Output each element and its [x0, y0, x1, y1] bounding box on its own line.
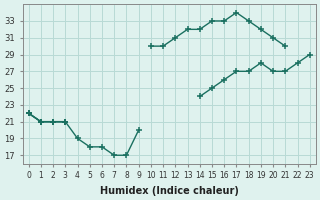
- X-axis label: Humidex (Indice chaleur): Humidex (Indice chaleur): [100, 186, 239, 196]
